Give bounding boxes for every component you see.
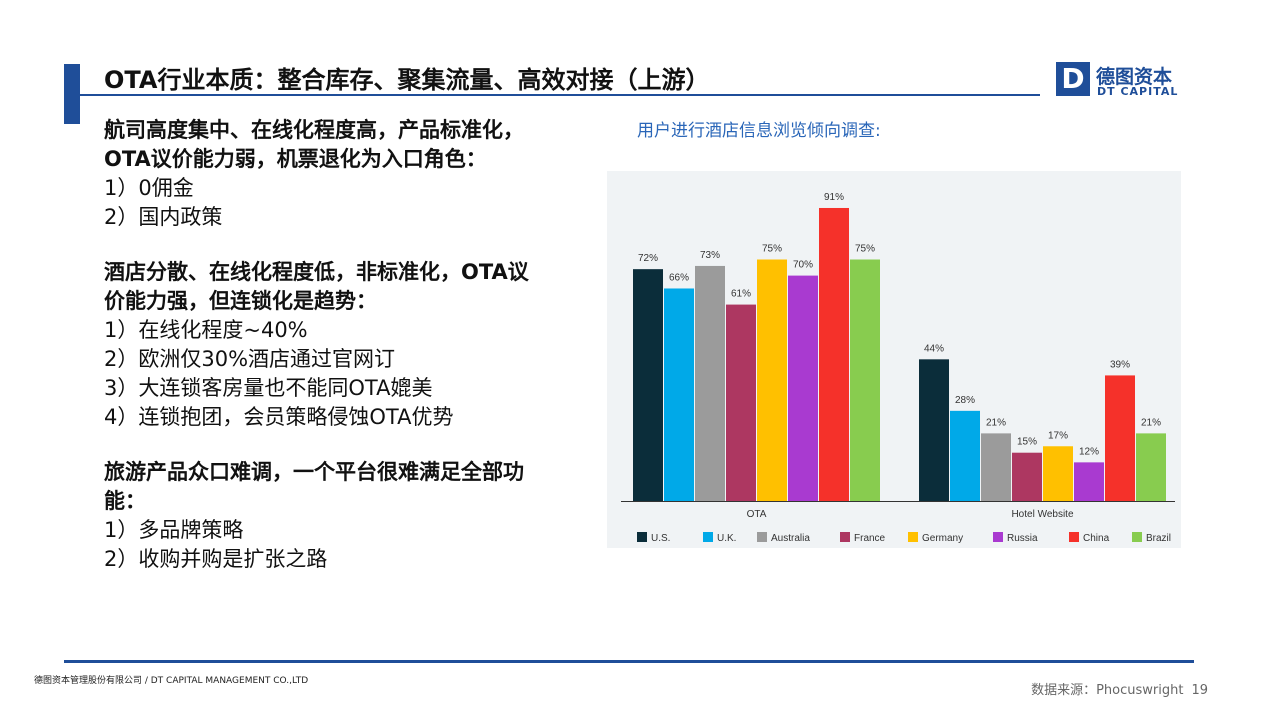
bar: [1074, 462, 1104, 501]
legend-label: France: [854, 533, 886, 544]
legend-label: U.K.: [717, 533, 736, 544]
section-travel: 旅游产品众口难调，一个平台很难满足全部功 能： 1）多品牌策略 2）收购并购是扩…: [104, 458, 614, 574]
data-label: 12%: [1079, 446, 1099, 457]
data-label: 28%: [955, 395, 975, 406]
data-label: 17%: [1048, 430, 1068, 441]
data-label: 66%: [669, 272, 689, 283]
legend-swatch: [703, 532, 713, 542]
footer-company: 德图资本管理股份有限公司 / DT CAPITAL MANAGEMENT CO.…: [34, 676, 309, 686]
data-label: 72%: [638, 253, 658, 264]
legend-label: China: [1083, 533, 1110, 544]
bar: [757, 259, 787, 501]
footer-source: 数据来源：Phocuswright 19: [1031, 679, 1208, 698]
bar: [919, 359, 949, 501]
bar: [850, 259, 880, 501]
section-heading-line: 能：: [104, 489, 146, 513]
logo-text-en: DT CAPITAL: [1097, 85, 1179, 98]
data-label: 75%: [762, 244, 782, 255]
data-label: 15%: [1017, 437, 1037, 448]
list-item: 1）0佣金: [104, 176, 194, 200]
list-item: 2）欧洲仅30%酒店通过官网订: [104, 347, 396, 371]
category-label: OTA: [747, 509, 767, 520]
logo-mark-icon: D: [1056, 62, 1090, 96]
list-item: 2）国内政策: [104, 205, 223, 229]
bar-chart: 72% 66% 73% 61% 75% 70% 91% 75% OTA 44% 28% 21% 15% 1…: [607, 171, 1181, 548]
legend-swatch: [908, 532, 918, 542]
title-accent-bar: [64, 64, 80, 124]
legend-label: U.S.: [651, 533, 670, 544]
data-label: 61%: [731, 289, 751, 300]
data-label: 70%: [793, 260, 813, 271]
section-heading-line: 价能力强，但连锁化是趋势：: [104, 289, 377, 313]
bar: [788, 275, 818, 501]
bar: [664, 288, 694, 501]
data-label: 21%: [986, 417, 1006, 428]
bar: [633, 269, 663, 501]
data-label: 75%: [855, 244, 875, 255]
legend-label: Brazil: [1146, 533, 1171, 544]
bar: [819, 207, 849, 502]
legend-swatch: [840, 532, 850, 542]
bar: [695, 265, 725, 501]
chart-caption: 用户进行酒店信息浏览倾向调查:: [637, 121, 881, 141]
company-logo: D 德图资本 DT CAPITAL: [1056, 60, 1236, 100]
bar: [1105, 375, 1135, 501]
logo-text-cn: 德图资本: [1096, 66, 1173, 88]
section-heading-line: 酒店分散、在线化程度低，非标准化，OTA议: [104, 260, 529, 284]
footer-divider: [64, 660, 1194, 663]
section-airline: 航司高度集中、在线化程度高，产品标准化， OTA议价能力弱，机票退化为入口角色：…: [104, 116, 614, 232]
list-item: 1）在线化程度~40%: [104, 318, 308, 342]
bar: [1012, 452, 1042, 501]
data-label: 21%: [1141, 417, 1161, 428]
analysis-text: 航司高度集中、在线化程度高，产品标准化， OTA议价能力弱，机票退化为入口角色：…: [104, 116, 614, 574]
section-heading-line: 航司高度集中、在线化程度高，产品标准化，: [104, 118, 524, 142]
list-item: 3）大连锁客房量也不能同OTA媲美: [104, 376, 433, 400]
list-item: 1）多品牌策略: [104, 518, 244, 542]
list-item: 2）收购并购是扩张之路: [104, 547, 328, 571]
legend-label: Germany: [922, 533, 963, 544]
source-text: 数据来源：Phocuswright: [1031, 683, 1184, 698]
data-label: 39%: [1110, 359, 1130, 370]
list-item: 4）连锁抱团，会员策略侵蚀OTA优势: [104, 405, 454, 429]
bar-chart-svg: 72% 66% 73% 61% 75% 70% 91% 75% OTA 44% 28% 21% 15% 1…: [621, 192, 1175, 544]
legend-swatch: [757, 532, 767, 542]
page-title: OTA行业本质：整合库存、聚集流量、高效对接（上游）: [104, 66, 710, 94]
page-number: 19: [1191, 683, 1208, 698]
section-heading-line: 旅游产品众口难调，一个平台很难满足全部功: [104, 460, 524, 484]
legend-label: Russia: [1007, 533, 1038, 544]
bar: [726, 304, 756, 501]
legend-swatch: [993, 532, 1003, 542]
bar: [981, 433, 1011, 501]
data-label: 44%: [924, 343, 944, 354]
legend-swatch: [637, 532, 647, 542]
bar: [1136, 433, 1166, 501]
section-hotel: 酒店分散、在线化程度低，非标准化，OTA议 价能力强，但连锁化是趋势： 1）在线…: [104, 258, 614, 432]
section-heading-line: OTA议价能力弱，机票退化为入口角色：: [104, 147, 487, 171]
data-label: 73%: [700, 250, 720, 261]
data-label: 91%: [824, 192, 844, 203]
legend-swatch: [1069, 532, 1079, 542]
category-label: Hotel Website: [1011, 509, 1074, 520]
title-divider: [80, 94, 1040, 96]
bar: [950, 410, 980, 501]
legend-label: Australia: [771, 533, 810, 544]
bar: [1043, 446, 1073, 501]
legend-swatch: [1132, 532, 1142, 542]
